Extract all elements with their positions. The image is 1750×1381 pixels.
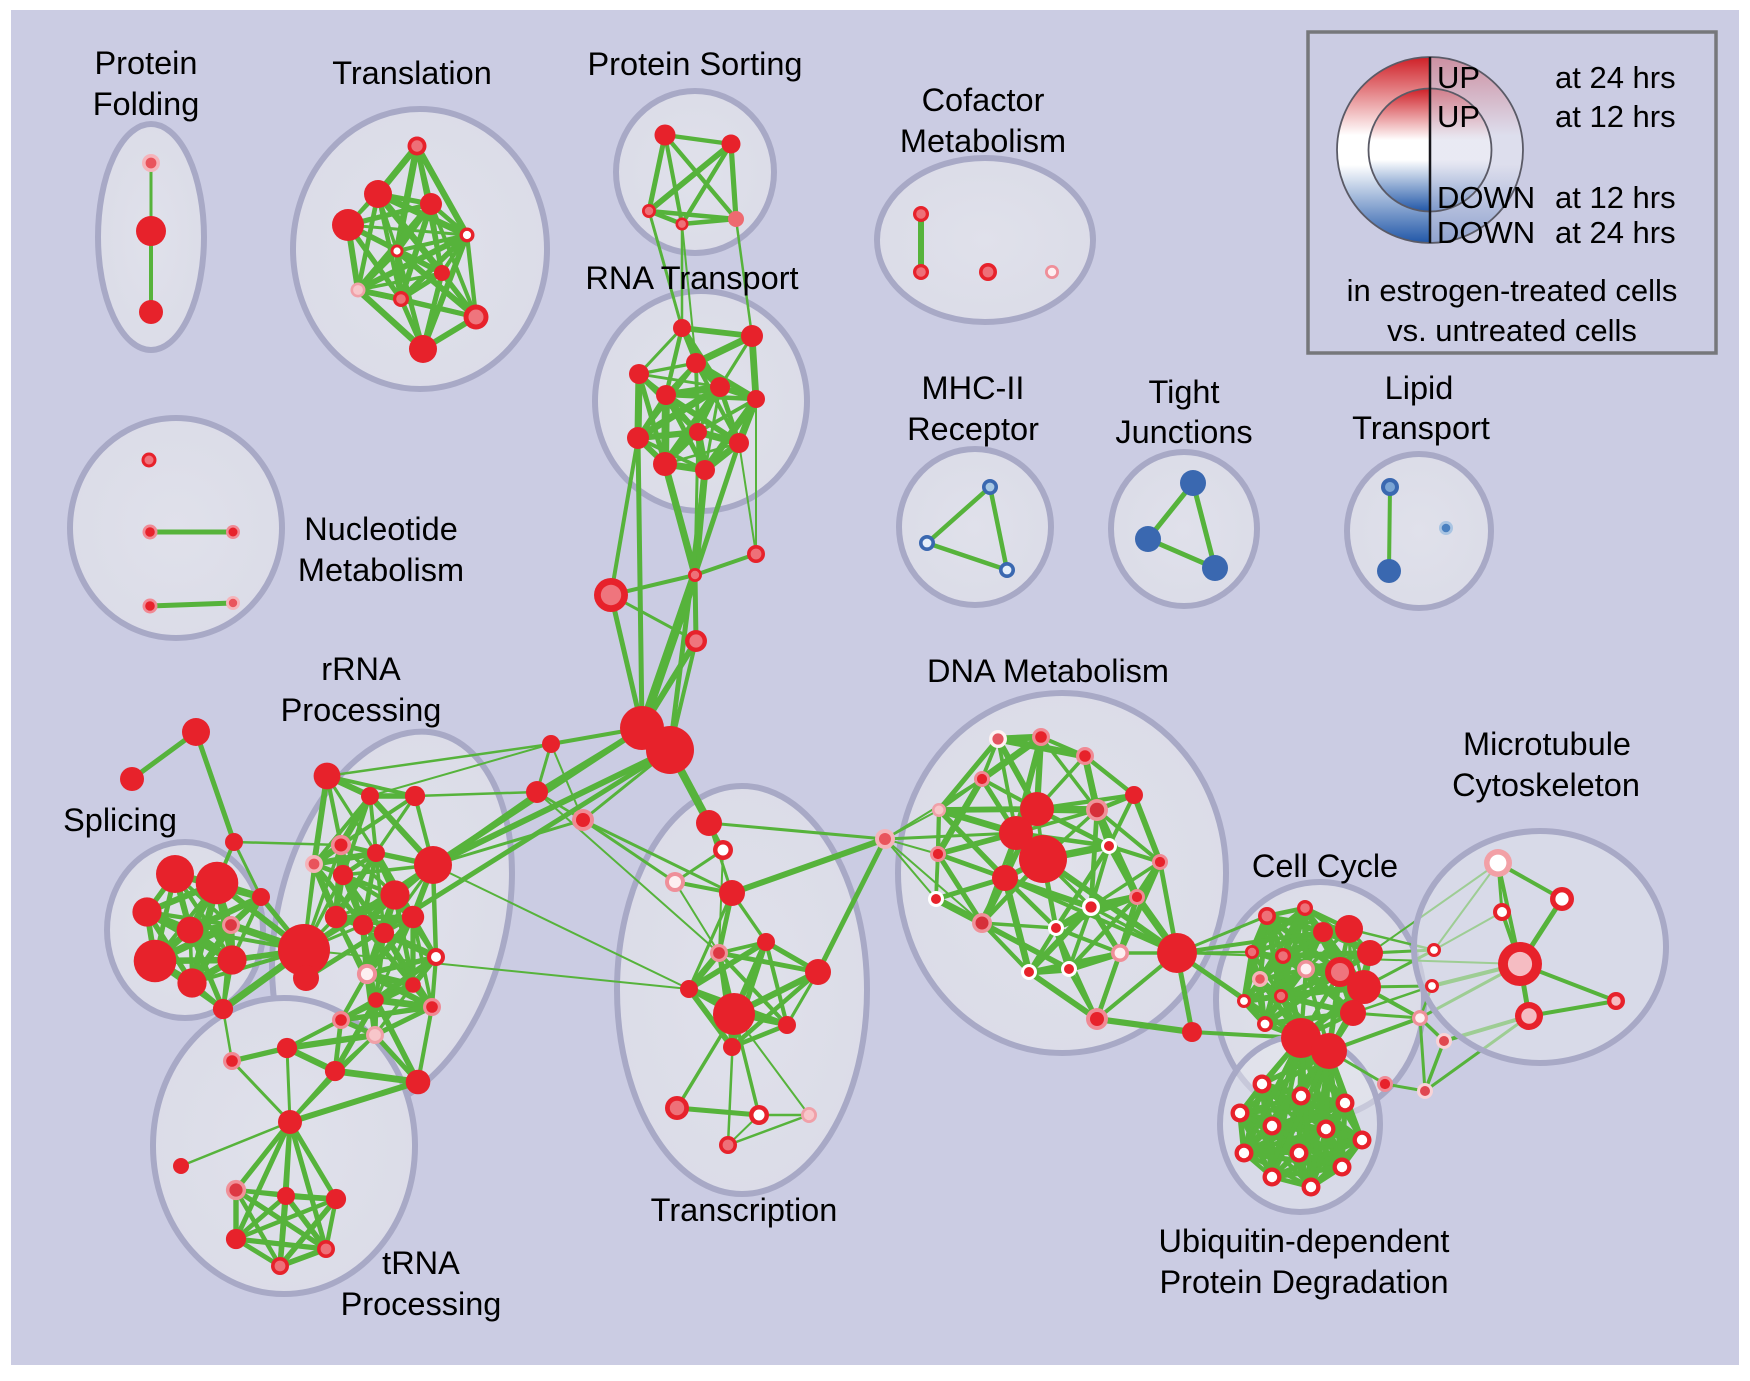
svg-text:Transcription: Transcription (651, 1192, 838, 1228)
svg-text:Junctions: Junctions (1115, 414, 1252, 450)
svg-text:Cell Cycle: Cell Cycle (1252, 848, 1398, 884)
svg-text:Receptor: Receptor (907, 411, 1039, 447)
svg-text:UP: UP (1437, 99, 1480, 134)
svg-text:Microtubule: Microtubule (1463, 726, 1631, 762)
svg-text:Tight: Tight (1148, 374, 1219, 410)
svg-text:Processing: Processing (341, 1286, 502, 1322)
svg-text:RNA Transport: RNA Transport (585, 260, 798, 296)
svg-text:DOWN: DOWN (1437, 215, 1535, 250)
svg-text:Protein: Protein (95, 45, 198, 81)
svg-text:Transport: Transport (1352, 410, 1490, 446)
svg-text:Processing: Processing (281, 692, 442, 728)
svg-text:MHC-II: MHC-II (922, 370, 1025, 406)
svg-text:Lipid: Lipid (1385, 370, 1454, 406)
svg-text:rRNA: rRNA (321, 651, 401, 687)
svg-text:Folding: Folding (93, 86, 200, 122)
svg-text:Cytoskeleton: Cytoskeleton (1452, 767, 1640, 803)
svg-text:Metabolism: Metabolism (900, 123, 1066, 159)
svg-text:Translation: Translation (332, 55, 492, 91)
svg-text:DNA Metabolism: DNA Metabolism (927, 653, 1169, 689)
svg-text:Cofactor: Cofactor (922, 82, 1045, 118)
svg-text:UP: UP (1437, 60, 1480, 95)
svg-text:vs. untreated cells: vs. untreated cells (1387, 313, 1637, 348)
svg-text:Protein Sorting: Protein Sorting (588, 46, 803, 82)
svg-text:Protein Degradation: Protein Degradation (1159, 1264, 1448, 1300)
svg-text:at 12 hrs: at 12 hrs (1555, 180, 1676, 215)
svg-text:Splicing: Splicing (63, 802, 177, 838)
svg-text:Nucleotide: Nucleotide (304, 511, 458, 547)
svg-text:at 24 hrs: at 24 hrs (1555, 60, 1676, 95)
svg-text:Ubiquitin-dependent: Ubiquitin-dependent (1159, 1223, 1450, 1259)
svg-text:DOWN: DOWN (1437, 180, 1535, 215)
svg-text:in estrogen-treated cells: in estrogen-treated cells (1347, 273, 1678, 308)
svg-text:Metabolism: Metabolism (298, 552, 464, 588)
svg-text:tRNA: tRNA (382, 1245, 460, 1281)
svg-text:at 24 hrs: at 24 hrs (1555, 215, 1676, 250)
svg-text:at 12 hrs: at 12 hrs (1555, 99, 1676, 134)
